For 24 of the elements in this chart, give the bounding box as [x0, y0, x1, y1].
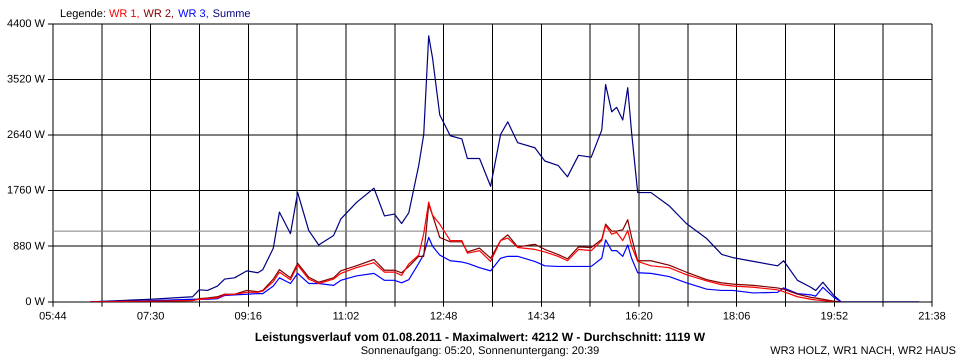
- x-tick-label: 19:52: [820, 310, 848, 322]
- x-tick-label: 11:02: [332, 310, 360, 322]
- legend-title: Legende:: [60, 8, 106, 20]
- text: WR3 HOLZ, WR1 NACH, WR2 HAUS: [770, 345, 956, 357]
- y-tick-label: 4400 W: [6, 18, 46, 30]
- y-tick-label: 3520 W: [6, 74, 46, 86]
- text: WR 2,: [144, 8, 174, 20]
- text: Summe: [212, 8, 251, 20]
- y-tick-label: 1760 W: [6, 184, 46, 197]
- x-tick-label: 14:34: [528, 310, 556, 322]
- x-tick-label: 07:30: [136, 310, 164, 322]
- x-tick-label: 21:38: [918, 310, 946, 322]
- y-tick-label: 2640 W: [6, 129, 46, 142]
- text: WR 3,: [178, 8, 209, 20]
- x-tick-label: 18:06: [722, 310, 750, 322]
- x-tick-label: 16:20: [625, 310, 653, 322]
- x-tick-label: 09:16: [234, 310, 262, 322]
- text: WR 1,: [108, 8, 140, 20]
- x-tick-label: 05:44: [39, 310, 67, 322]
- x-tick-label: 12:48: [430, 310, 458, 322]
- y-tick-label: 880 W: [13, 240, 46, 252]
- text: Leistungsverlauf vom 01.08.2011 - Maximalwert: 4212 W - Durchschnitt: 1119 W: [254, 330, 706, 344]
- text: Sonnenaufgang: 05:20, Sonnenuntergang: 20:39: [360, 345, 600, 357]
- y-tick-label: 0 W: [25, 296, 46, 308]
